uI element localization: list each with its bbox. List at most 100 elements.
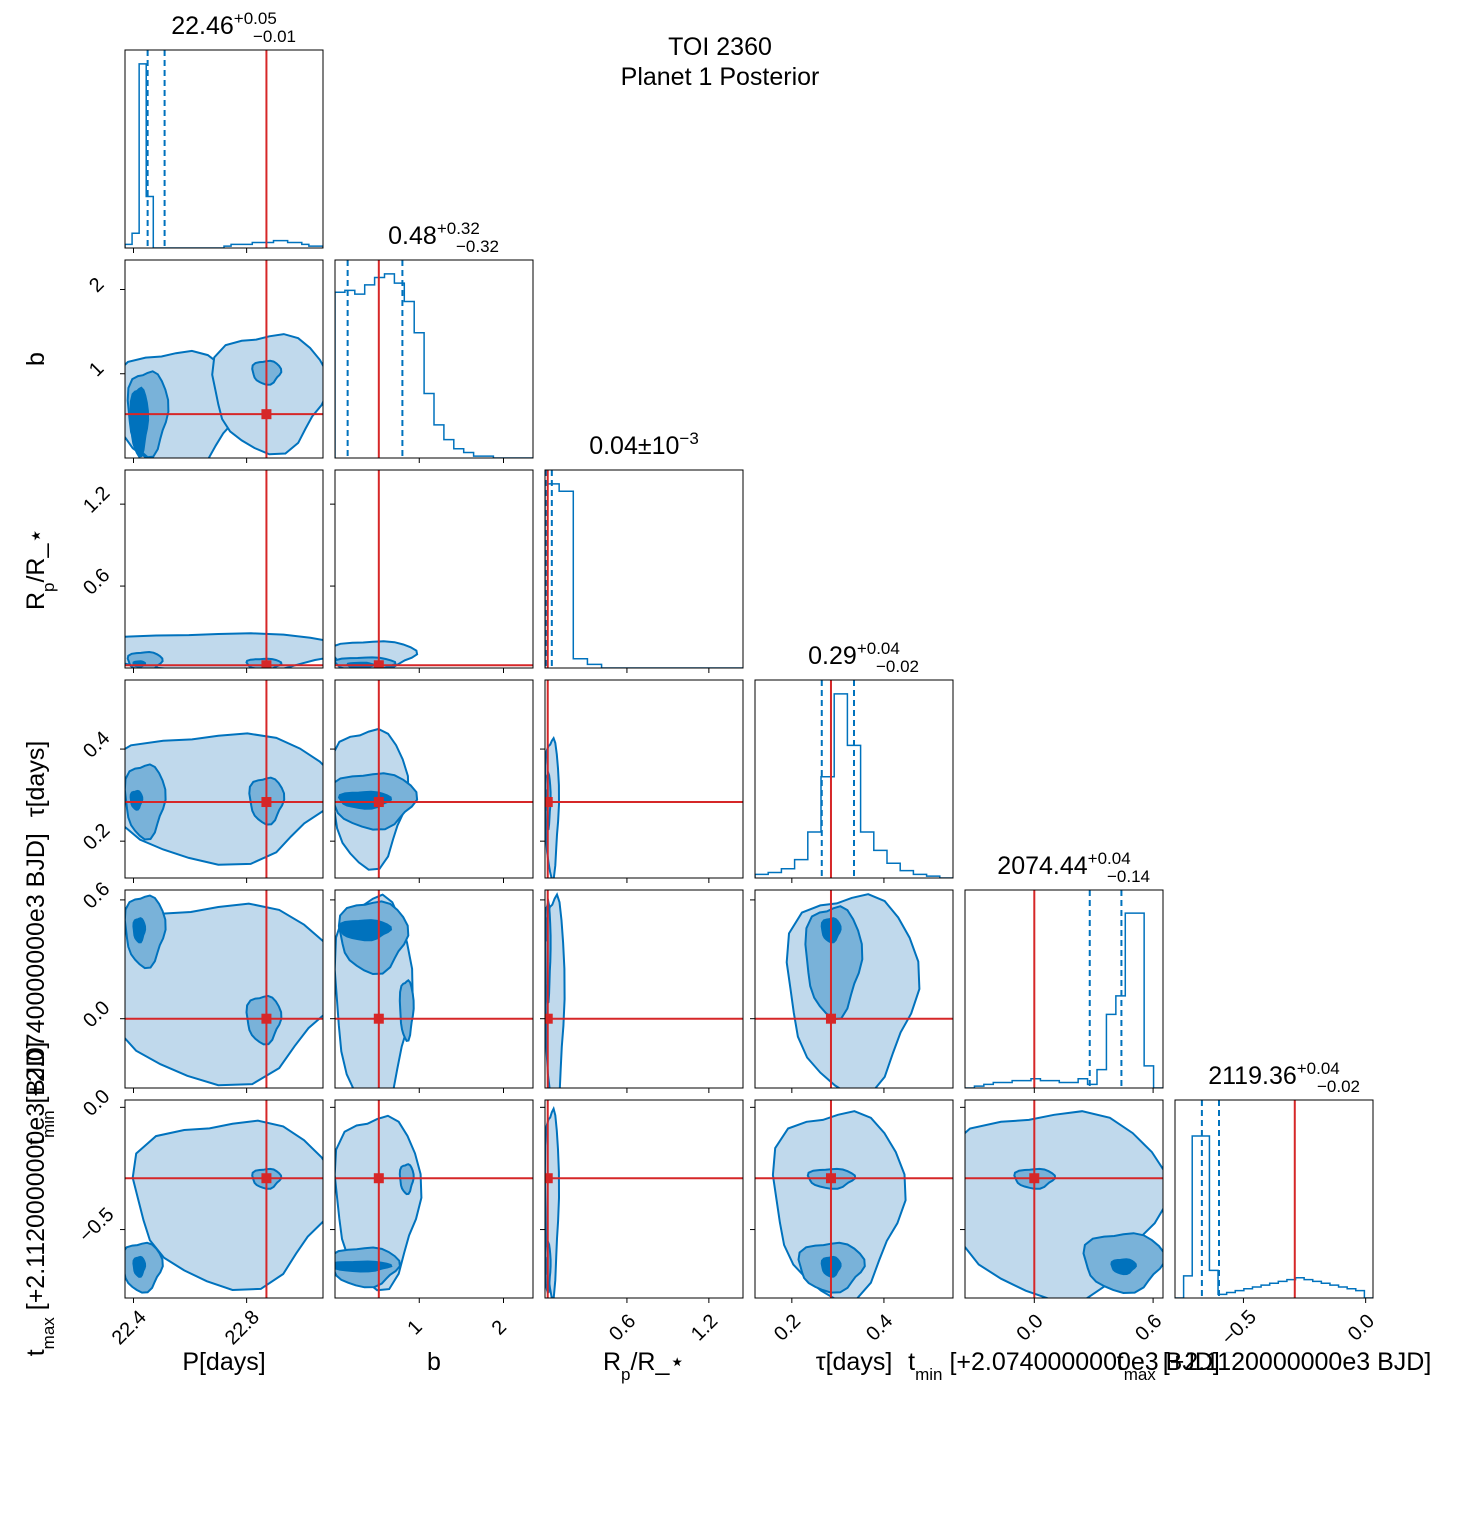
truth-marker-tmax-tau — [825, 1173, 836, 1184]
stat-title-tmax: 2119.36+0.04 — [1208, 1059, 1340, 1090]
chart-title-block: TOI 2360 Planet 1 Posterior — [560, 32, 880, 92]
stat-minus-tau: −0.02 — [876, 657, 919, 676]
stat-title-tau: 0.29+0.04 — [808, 639, 900, 670]
xtick-label-b-0: 1 — [403, 1316, 426, 1339]
panel-P-P: 22.46+0.05−0.01 — [124, 9, 324, 253]
contour-2-tmin-tau-0 — [804, 905, 864, 1021]
panel-frame-2-0 — [124, 469, 324, 669]
ylabel-tau: τ[days] — [22, 741, 50, 818]
ylabel-tmin: tmin [+2.0740000000e3 BJD] — [22, 833, 58, 1145]
stat-title-b: 0.48+0.32 — [388, 219, 480, 250]
panel-frame-1-1 — [334, 259, 534, 459]
truth-marker-tmin-tau — [825, 1013, 836, 1024]
panel-rp-b — [330, 469, 534, 673]
panel-tmin-P: 0.0 0.6 — [79, 878, 324, 1093]
xlabel-tmax: tmax [+2.1120000000e3 BJD] — [1117, 1348, 1432, 1384]
xtick-label-tau-0: 0.2 — [770, 1310, 805, 1345]
contour-1-b-P-1 — [211, 333, 323, 456]
histogram-tau — [755, 693, 953, 878]
panel-frame-4-3 — [754, 889, 954, 1089]
panel-b-P: 12 — [85, 259, 324, 463]
truth-marker-tmax-rp — [545, 1173, 553, 1184]
panel-tmin-tau — [750, 889, 954, 1093]
stat-title-rp: 0.04±10−3 — [589, 429, 699, 460]
xtick-label-P-0: 22.4 — [108, 1306, 151, 1349]
contour-3-tau-P-0 — [129, 789, 144, 811]
xlabel-tmin: tmin [+2.0740000000e3 BJD] — [908, 1348, 1220, 1384]
panel-frame-4-1 — [334, 889, 534, 1089]
stat-title-tmin: 2074.44+0.04 — [997, 849, 1130, 880]
panel-rp-P: 0.6 1.2 — [79, 469, 324, 673]
ytick-label-tmax-1: 0.0 — [79, 1085, 114, 1120]
stat-minus-P: −0.01 — [253, 27, 296, 46]
ylabel-b: b — [22, 352, 50, 366]
stat-minus-tmax: −0.02 — [1317, 1077, 1360, 1096]
panel-frame-4-4 — [964, 889, 1164, 1089]
ytick-label-tmax-0: −0.5 — [75, 1204, 118, 1247]
panel-tmax-tau: 0.2 0.4 — [750, 1099, 954, 1345]
panel-tmax-P: 22.4 22.8 −0.5 0.0 — [75, 1085, 324, 1349]
panel-frame-5-1 — [334, 1099, 534, 1299]
truth-marker-tmin-rp — [545, 1013, 553, 1024]
panel-frame-3-0 — [124, 679, 324, 879]
panel-tmax-rp: 0.6 1.2 — [540, 1099, 744, 1345]
panel-frame-5-0 — [124, 1099, 324, 1299]
contour-1-tmin-P-0 — [125, 902, 323, 1087]
xtick-label-rp-0: 0.6 — [605, 1310, 640, 1345]
truth-marker-tmin-b — [373, 1013, 384, 1024]
stat-title-P: 22.46+0.05 — [171, 9, 277, 40]
panel-tau-b — [330, 679, 534, 883]
panel-frame-2-2 — [544, 469, 744, 669]
panel-tau-rp — [540, 679, 744, 883]
xtick-label-b-1: 2 — [488, 1316, 511, 1339]
contour-3-tmax-P-0 — [132, 1255, 147, 1278]
panel-frame-5-3 — [754, 1099, 954, 1299]
contour-1-rp-P-0 — [125, 632, 323, 668]
contour-1-tmax-P-0 — [131, 1119, 323, 1292]
panel-tmax-tmax: 2119.36+0.04−0.02 −0.5 0.0 — [1174, 1059, 1379, 1349]
panel-frame-1-0 — [124, 259, 324, 459]
panel-tmin-rp — [540, 889, 744, 1093]
ylabel-rp: Rp/R_⋆ — [22, 528, 58, 610]
truth-marker-rp-b — [373, 660, 384, 668]
panel-tmin-tmin: 2074.44+0.04−0.14 — [964, 849, 1164, 1093]
ytick-label-b-0: 1 — [85, 358, 108, 381]
panel-frame-3-2 — [544, 679, 744, 879]
panel-tau-P: 0.2 0.4 — [79, 679, 324, 883]
panel-frame-0-0 — [124, 49, 324, 249]
histogram-tmax — [1175, 1135, 1373, 1298]
xlabel-rp: Rp/R_⋆ — [603, 1348, 685, 1384]
xtick-label-tmin-1: 0.6 — [1131, 1310, 1166, 1345]
histogram-rp — [545, 483, 743, 668]
ytick-label-b-1: 2 — [85, 274, 108, 297]
panel-b-b: 0.48+0.32−0.32 — [334, 219, 534, 463]
truth-marker-tmax-P — [261, 1173, 272, 1184]
stat-minus-b: −0.32 — [456, 237, 499, 256]
truth-marker-rp-P — [261, 660, 272, 668]
xlabel-tau: τ[days] — [816, 1348, 893, 1376]
ytick-label-rp-1: 1.2 — [79, 482, 114, 517]
panel-tmax-tmin: 0.0 0.6 — [960, 1099, 1166, 1345]
ytick-label-tau-0: 0.2 — [79, 819, 114, 854]
chart-subtitle: Planet 1 Posterior — [620, 63, 820, 91]
truth-marker-tau-rp — [545, 797, 553, 808]
panel-tau-tau: 0.29+0.04−0.02 — [754, 639, 954, 883]
panel-frame-3-3 — [754, 679, 954, 879]
contour-3-b-P-0 — [129, 386, 150, 458]
panel-frame-4-0 — [124, 889, 324, 1089]
ylabel-tmax: tmax [+2.1120000000e3 BJD] — [22, 1042, 58, 1357]
contour-1-tau-P-0 — [125, 732, 323, 866]
panel-frame-4-2 — [544, 889, 744, 1089]
ytick-label-tmin-1: 0.6 — [79, 878, 114, 913]
ytick-label-tau-1: 0.4 — [79, 727, 114, 762]
truth-marker-tmax-tmin — [1029, 1173, 1040, 1184]
xlabel-P: P[days] — [182, 1348, 265, 1376]
contour-2-tmin-b-1 — [398, 978, 415, 1043]
ytick-label-rp-0: 0.6 — [79, 564, 114, 599]
xtick-label-tmin-0: 0.0 — [1012, 1310, 1047, 1345]
contour-3-tmax-b-0 — [335, 1260, 393, 1273]
ytick-label-tmin-0: 0.0 — [79, 997, 114, 1032]
xtick-label-P-1: 22.8 — [221, 1306, 264, 1349]
